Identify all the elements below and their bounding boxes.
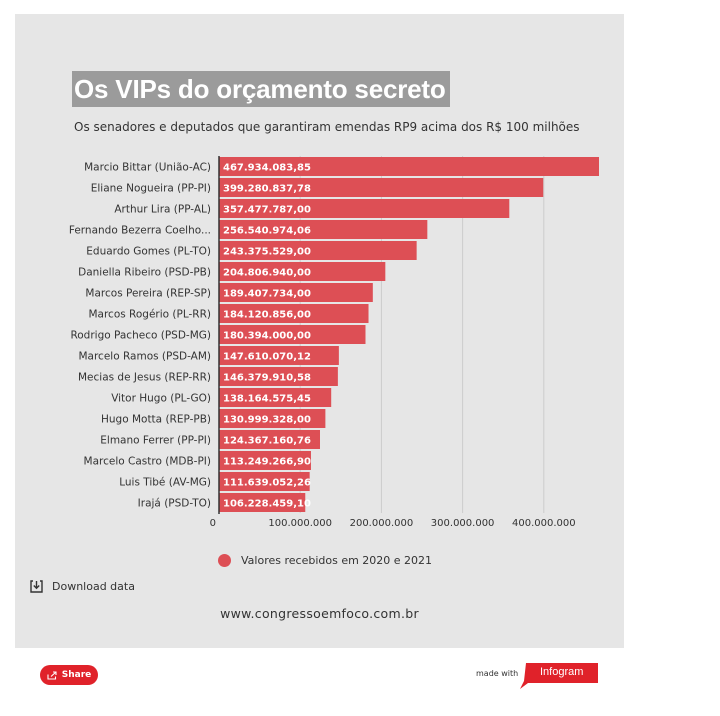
infogram-logo[interactable]	[520, 663, 600, 689]
bar[interactable]	[219, 178, 544, 197]
x-tick-label: 100.000.000	[268, 518, 332, 529]
category-label: Luis Tibé (AV-MG)	[119, 477, 211, 489]
bar[interactable]	[219, 346, 339, 365]
infogram-logo-text: Infogram	[540, 666, 584, 678]
bar[interactable]	[219, 220, 428, 239]
download-label: Download data	[52, 580, 135, 593]
value-label: 106.228.459,10	[223, 499, 311, 510]
category-label: Irajá (PSD-TO)	[138, 498, 211, 510]
bar[interactable]	[219, 388, 332, 407]
category-label: Eduardo Gomes (PL-TO)	[86, 246, 211, 258]
bars: 467.934.083,85 399.280.837,78 357.477.787,…	[219, 157, 599, 512]
category-label: Hugo Motta (REP-PB)	[101, 414, 211, 426]
category-label: Marcio Bittar (União-AC)	[84, 162, 211, 174]
value-label: 256.540.974,06	[223, 226, 311, 237]
category-label: Eliane Nogueira (PP-PI)	[91, 183, 211, 195]
value-label: 243.375.529,00	[223, 247, 311, 258]
value-label: 399.280.837,78	[223, 184, 311, 195]
bar[interactable]	[219, 283, 373, 302]
category-label: Marcos Rogério (PL-RR)	[88, 309, 211, 321]
value-label: 204.806.940,00	[223, 268, 311, 279]
legend[interactable]: Valores recebidos em 2020 e 2021	[218, 554, 432, 567]
bar[interactable]	[219, 199, 510, 218]
legend-swatch	[218, 554, 231, 567]
axis: 0 100.000.000 200.000.000 300.000.000 400.00…	[69, 156, 576, 529]
page-subtitle: Os senadores e deputados que garantiram …	[74, 120, 580, 134]
bar[interactable]	[219, 304, 369, 323]
category-label: Marcelo Castro (MDB-PI)	[84, 456, 211, 468]
share-icon	[47, 670, 57, 680]
legend-label: Valores recebidos em 2020 e 2021	[241, 554, 433, 567]
category-label: Arthur Lira (PP-AL)	[114, 204, 211, 216]
download-icon	[30, 580, 43, 593]
value-label: 184.120.856,00	[223, 310, 311, 321]
bar[interactable]	[219, 367, 338, 386]
category-label: Fernando Bezerra Coelho...	[69, 225, 211, 237]
bar[interactable]	[219, 157, 599, 176]
category-label: Daniella Ribeiro (PSD-PB)	[78, 267, 211, 279]
value-label: 189.407.734,00	[223, 289, 311, 300]
bar[interactable]	[219, 451, 311, 470]
bar[interactable]	[219, 262, 386, 281]
x-tick-label: 400.000.000	[512, 518, 576, 529]
bar[interactable]	[219, 430, 320, 449]
value-label: 111.639.052,26	[223, 478, 311, 489]
value-label: 124.367.160,76	[223, 436, 311, 447]
share-label: Share	[61, 670, 92, 680]
x-tick-label: 200.000.000	[350, 518, 414, 529]
value-label: 130.999.328,00	[223, 415, 311, 426]
category-label: Elmano Ferrer (PP-PI)	[100, 435, 211, 447]
value-label: 147.610.070,12	[223, 352, 311, 363]
page-title: Os VIPs do orçamento secreto	[72, 71, 450, 107]
bar[interactable]	[219, 472, 310, 491]
x-tick-label: 300.000.000	[431, 518, 495, 529]
x-tick-label: 0	[210, 518, 216, 529]
category-label: Marcelo Ramos (PSD-AM)	[78, 351, 211, 363]
category-label: Rodrigo Pacheco (PSD-MG)	[70, 330, 211, 342]
value-label: 146.379.910,58	[223, 373, 311, 384]
category-label: Marcos Pereira (REP-SP)	[85, 288, 211, 300]
bar[interactable]	[219, 325, 366, 344]
bar[interactable]	[219, 493, 306, 512]
download-data-button[interactable]: Download data	[29, 579, 135, 594]
value-label: 357.477.787,00	[223, 205, 311, 216]
bar[interactable]	[219, 409, 326, 428]
value-label: 138.164.575,45	[223, 394, 311, 405]
made-with-label: made with	[476, 669, 519, 678]
share-button[interactable]: Share	[40, 665, 98, 685]
value-label: 113.249.266,90	[223, 457, 311, 468]
category-label: Mecias de Jesus (REP-RR)	[78, 372, 211, 384]
category-label: Vitor Hugo (PL-GO)	[111, 393, 211, 405]
bar[interactable]	[219, 241, 417, 260]
value-label: 180.394.000,00	[223, 331, 311, 342]
value-label: 467.934.083,85	[223, 163, 311, 174]
footer-url: www.congressoemfoco.com.br	[220, 606, 419, 621]
